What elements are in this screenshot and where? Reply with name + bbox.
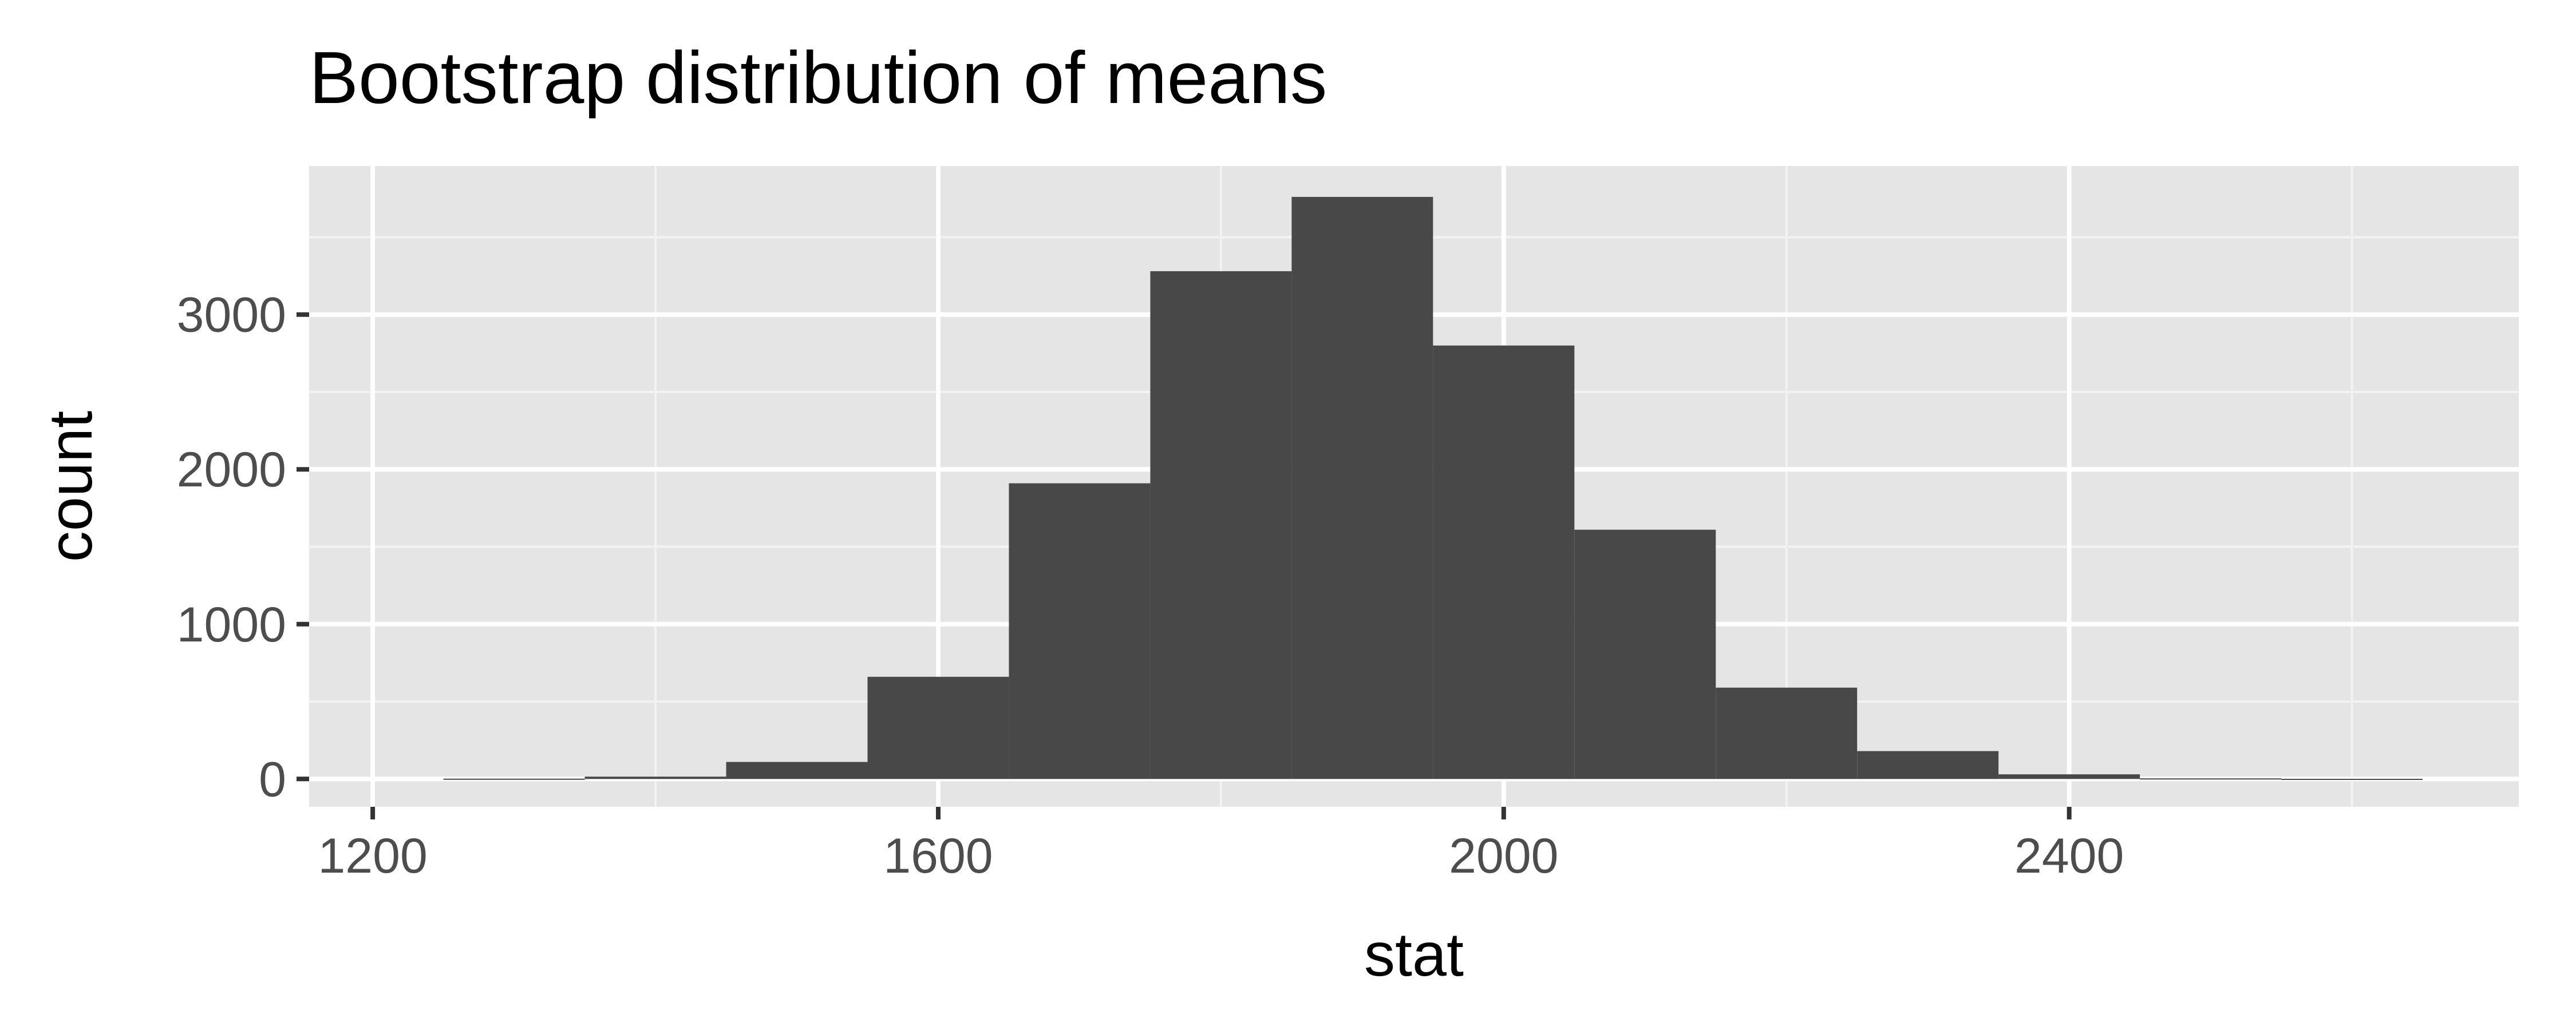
histogram-bar (443, 778, 585, 780)
y-tick-label: 1000 (177, 597, 286, 652)
histogram-bar (1291, 197, 1433, 779)
y-axis-label: count (35, 411, 105, 562)
x-tick-label: 1200 (318, 829, 427, 884)
x-tick-label: 2400 (2014, 829, 2124, 884)
histogram-bar (1857, 751, 1999, 779)
histogram-bar (1574, 529, 1716, 779)
histogram-bar (726, 762, 868, 779)
x-tick-label: 2000 (1449, 829, 1558, 884)
x-axis: 1200 1600 2000 2400 (318, 807, 2124, 884)
y-tick-label: 3000 (177, 288, 286, 343)
x-tick-label: 1600 (883, 829, 993, 884)
chart-title: Bootstrap distribution of means (309, 37, 1327, 119)
histogram-bar (1998, 774, 2140, 779)
y-tick-label: 0 (259, 752, 286, 807)
histogram-bars (443, 197, 2423, 781)
y-tick-label: 2000 (177, 442, 286, 497)
histogram-bar (1716, 687, 1858, 779)
histogram-bar (2140, 778, 2282, 780)
histogram-bar (867, 676, 1009, 779)
histogram-bar (1433, 345, 1575, 779)
histogram-bar (1009, 483, 1151, 779)
histogram-bar (584, 777, 726, 779)
histogram-bar (1150, 271, 1292, 779)
histogram-bar (2281, 779, 2423, 781)
x-axis-label: stat (1364, 920, 1464, 989)
y-axis: 0 1000 2000 3000 (177, 288, 309, 807)
